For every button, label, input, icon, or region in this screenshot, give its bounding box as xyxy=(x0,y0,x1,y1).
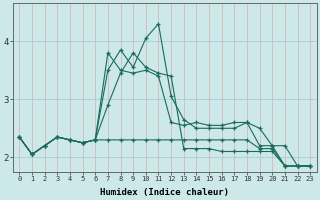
X-axis label: Humidex (Indice chaleur): Humidex (Indice chaleur) xyxy=(100,188,229,197)
